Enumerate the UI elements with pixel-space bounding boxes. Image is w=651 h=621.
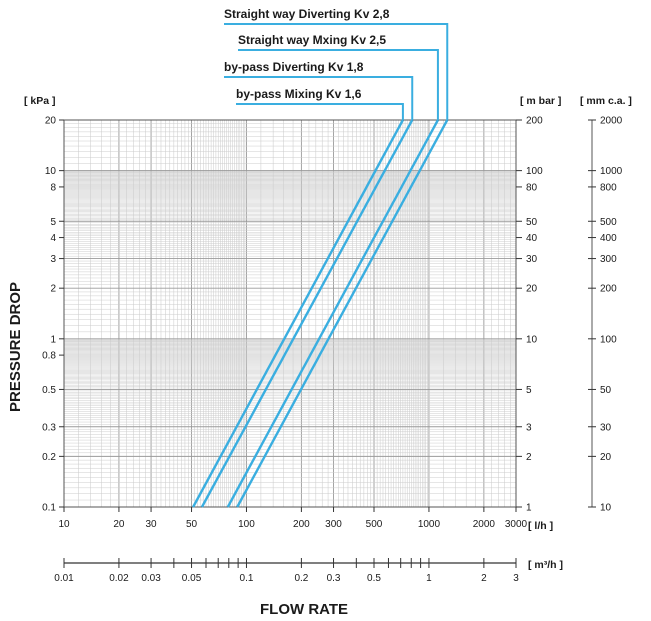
m3h-tick-label: 0.5 — [367, 573, 381, 584]
left-tick-label: 2 — [50, 284, 56, 295]
y-axis-title: PRESSURE DROP — [7, 282, 24, 412]
legend-leader-4 — [236, 103, 404, 120]
mmca-tick-label: 50 — [600, 385, 612, 396]
lh-tick-label: 300 — [325, 519, 342, 530]
x-axis-unit-lh: [ l/h ] — [528, 520, 553, 532]
left-axis-kpa: 20 10 8 5 4 3 2 1 0.8 0.5 0.3 0.2 0.1 — [42, 116, 64, 514]
lh-tick-label: 100 — [238, 519, 255, 530]
m3h-tick-label: 0.03 — [141, 573, 161, 584]
lh-tick-label: 500 — [366, 519, 383, 530]
m3h-tick-label: 0.02 — [109, 573, 129, 584]
lh-tick-label: 200 — [293, 519, 310, 530]
m3h-tick-label: 0.3 — [327, 573, 341, 584]
mmca-tick-label: 500 — [600, 217, 617, 228]
m3h-tick-label: 1 — [426, 573, 432, 584]
legend-label-2: Straight way Mxing Kv 2,5 — [238, 33, 386, 47]
m3h-tick-label: 0.2 — [294, 573, 308, 584]
mbar-tick-label: 5 — [526, 385, 532, 396]
mmca-tick-label: 800 — [600, 182, 617, 193]
m3h-tick-label: 3 — [513, 573, 519, 584]
mbar-tick-label: 200 — [526, 116, 543, 127]
left-tick-label: 20 — [45, 116, 57, 127]
lh-tick-label: 20 — [113, 519, 125, 530]
mmca-tick-label: 300 — [600, 254, 617, 265]
mmca-tick-label: 1000 — [600, 166, 623, 177]
mmca-tick-label: 2000 — [600, 116, 623, 127]
left-tick-label: 0.1 — [42, 503, 56, 514]
legend-label-4: by-pass Mixing Kv 1,6 — [236, 87, 362, 101]
mbar-tick-label: 50 — [526, 217, 538, 228]
x-axis-lh: 10 20 30 50 100 200 300 500 1000 2000 3000 — [58, 507, 528, 530]
x-axis-title: FLOW RATE — [260, 601, 348, 618]
grid — [63, 119, 517, 508]
left-tick-label: 0.5 — [42, 385, 56, 396]
left-tick-label: 5 — [50, 217, 56, 228]
left-tick-label: 4 — [50, 233, 56, 244]
mmca-tick-label: 30 — [600, 422, 612, 433]
left-tick-label: 3 — [50, 254, 56, 265]
lh-tick-label: 1000 — [418, 519, 441, 530]
m3h-tick-label: 0.05 — [182, 573, 202, 584]
mbar-tick-label: 2 — [526, 452, 532, 463]
legend-leader-2 — [238, 49, 439, 120]
mbar-tick-label: 1 — [526, 503, 532, 514]
left-tick-label: 0.2 — [42, 452, 56, 463]
lh-tick-label: 3000 — [505, 519, 528, 530]
right-axis-mmca: 2000 1000 800 500 400 300 200 100 50 30 20 10 — [588, 116, 623, 514]
mbar-tick-label: 80 — [526, 182, 538, 193]
left-tick-label: 8 — [50, 182, 56, 193]
mbar-tick-label: 100 — [526, 166, 543, 177]
plot-frame — [63, 119, 517, 508]
mmca-tick-label: 200 — [600, 284, 617, 295]
legend-leader-1 — [224, 23, 449, 120]
series-line-2 — [226, 119, 439, 508]
left-tick-label: 10 — [45, 166, 57, 177]
left-axis-unit: [ kPa ] — [24, 95, 56, 107]
mbar-tick-label: 30 — [526, 254, 538, 265]
legend-leader-3 — [224, 76, 414, 120]
left-tick-label: 1 — [50, 334, 56, 345]
legend-label-3: by-pass Diverting Kv 1,8 — [224, 60, 364, 74]
lh-tick-label: 50 — [186, 519, 198, 530]
left-tick-label: 0.3 — [42, 422, 56, 433]
mmca-tick-label: 10 — [600, 503, 612, 514]
m3h-tick-label: 2 — [481, 573, 487, 584]
legend-label-1: Straight way Diverting Kv 2,8 — [224, 7, 390, 21]
right-axis-mbar: 200 100 80 50 40 30 20 10 5 3 2 1 — [516, 116, 543, 514]
x-axis-unit-m3h: [ m³/h ] — [528, 559, 563, 571]
right-axis-unit-mbar: [ m bar ] — [520, 95, 561, 107]
mmca-tick-label: 100 — [600, 334, 617, 345]
mmca-tick-label: 20 — [600, 452, 612, 463]
x-axis-m3h: 0.01 0.02 0.03 0.05 0.1 0.2 0.3 0.5 1 2 3 — [54, 558, 519, 584]
series-line-4 — [192, 119, 404, 508]
mbar-tick-label: 20 — [526, 284, 538, 295]
lh-tick-label: 2000 — [473, 519, 496, 530]
series-line-1 — [236, 119, 449, 508]
mbar-tick-label: 3 — [526, 422, 532, 433]
legend: Straight way Diverting Kv 2,8 Straight wa… — [224, 7, 449, 120]
mbar-tick-label: 40 — [526, 233, 538, 244]
lh-tick-label: 10 — [58, 519, 70, 530]
left-tick-label: 0.8 — [42, 351, 56, 362]
mmca-tick-label: 400 — [600, 233, 617, 244]
series-line-3 — [200, 119, 414, 508]
series-lines — [192, 119, 449, 508]
m3h-tick-label: 0.1 — [240, 573, 254, 584]
mbar-tick-label: 10 — [526, 334, 538, 345]
m3h-tick-label: 0.01 — [54, 573, 74, 584]
right-axis-unit-mmca: [ mm c.a. ] — [580, 95, 632, 107]
lh-tick-label: 30 — [145, 519, 157, 530]
